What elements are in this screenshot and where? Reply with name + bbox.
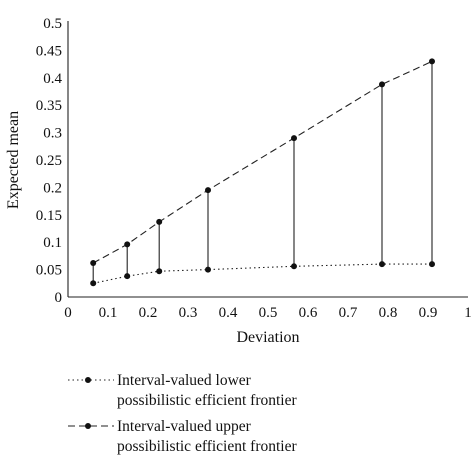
x-tick-label: 0.7	[339, 305, 358, 321]
legend-upper-marker	[85, 423, 91, 429]
legend-lower-marker	[85, 377, 91, 383]
x-tick-label: 0	[64, 305, 72, 321]
x-tick-label: 0.4	[219, 305, 238, 321]
lower-frontier-point	[124, 273, 131, 280]
series-points	[90, 58, 435, 287]
x-tick-label: 0.6	[299, 305, 318, 321]
x-tick-label: 0.8	[379, 305, 398, 321]
y-tick-label: 0.4	[43, 71, 62, 87]
ticks: 0 0.1 0.2 0.3 0.4 0.5 0.6 0.7 0.8 0.9 1 0 0.05 0.1 0.1…	[36, 16, 472, 321]
interval-lines	[92, 61, 433, 284]
lower-frontier-point	[379, 261, 385, 268]
upper-frontier-point	[156, 218, 163, 225]
y-tick-label: 0.3	[43, 126, 62, 142]
lower-frontier-point	[205, 266, 211, 273]
legend: Interval-valued lower possibilistic effic…	[68, 372, 297, 455]
y-tick-label: 0.1	[43, 235, 62, 251]
y-tick-label: 0.25	[36, 153, 62, 169]
lower-frontier-point	[291, 263, 297, 270]
upper-frontier-point	[429, 58, 435, 65]
legend-upper-label: Interval-valued upper	[117, 418, 252, 435]
axes	[67, 21, 468, 298]
y-tick-label: 0.2	[43, 180, 62, 196]
x-tick-label: 1	[464, 305, 472, 321]
y-tick-label: 0	[55, 290, 63, 306]
upper-frontier-point	[124, 241, 131, 248]
y-tick-label: 0.15	[36, 208, 62, 224]
legend-upper-label: possibilistic efficient frontier	[117, 438, 297, 455]
x-tick-label: 0.9	[419, 305, 438, 321]
x-tick-label: 0.2	[139, 305, 158, 321]
series-lines	[92, 60, 433, 284]
lower-frontier-point	[90, 280, 97, 287]
upper-frontier-point	[205, 187, 211, 194]
lower-frontier-point	[429, 261, 435, 268]
y-tick-label: 0.05	[36, 263, 62, 279]
legend-lower-label: possibilistic efficient frontier	[117, 392, 297, 409]
x-tick-label: 0.5	[259, 305, 278, 321]
y-tick-label: 0.5	[43, 16, 62, 32]
lower-frontier-point	[156, 268, 163, 275]
upper-frontier-point	[379, 81, 385, 88]
y-tick-label: 0.45	[36, 43, 62, 59]
upper-frontier-point	[291, 135, 297, 142]
x-tick-label: 0.1	[99, 305, 118, 321]
legend-lower-label: Interval-valued lower	[117, 372, 252, 389]
x-tick-label: 0.3	[179, 305, 198, 321]
upper-frontier-point	[90, 260, 97, 267]
x-axis-title: Deviation	[236, 329, 299, 346]
upper-frontier-line	[92, 60, 433, 264]
y-axis-title: Expected mean	[5, 111, 22, 209]
y-tick-label: 0.35	[36, 98, 62, 114]
